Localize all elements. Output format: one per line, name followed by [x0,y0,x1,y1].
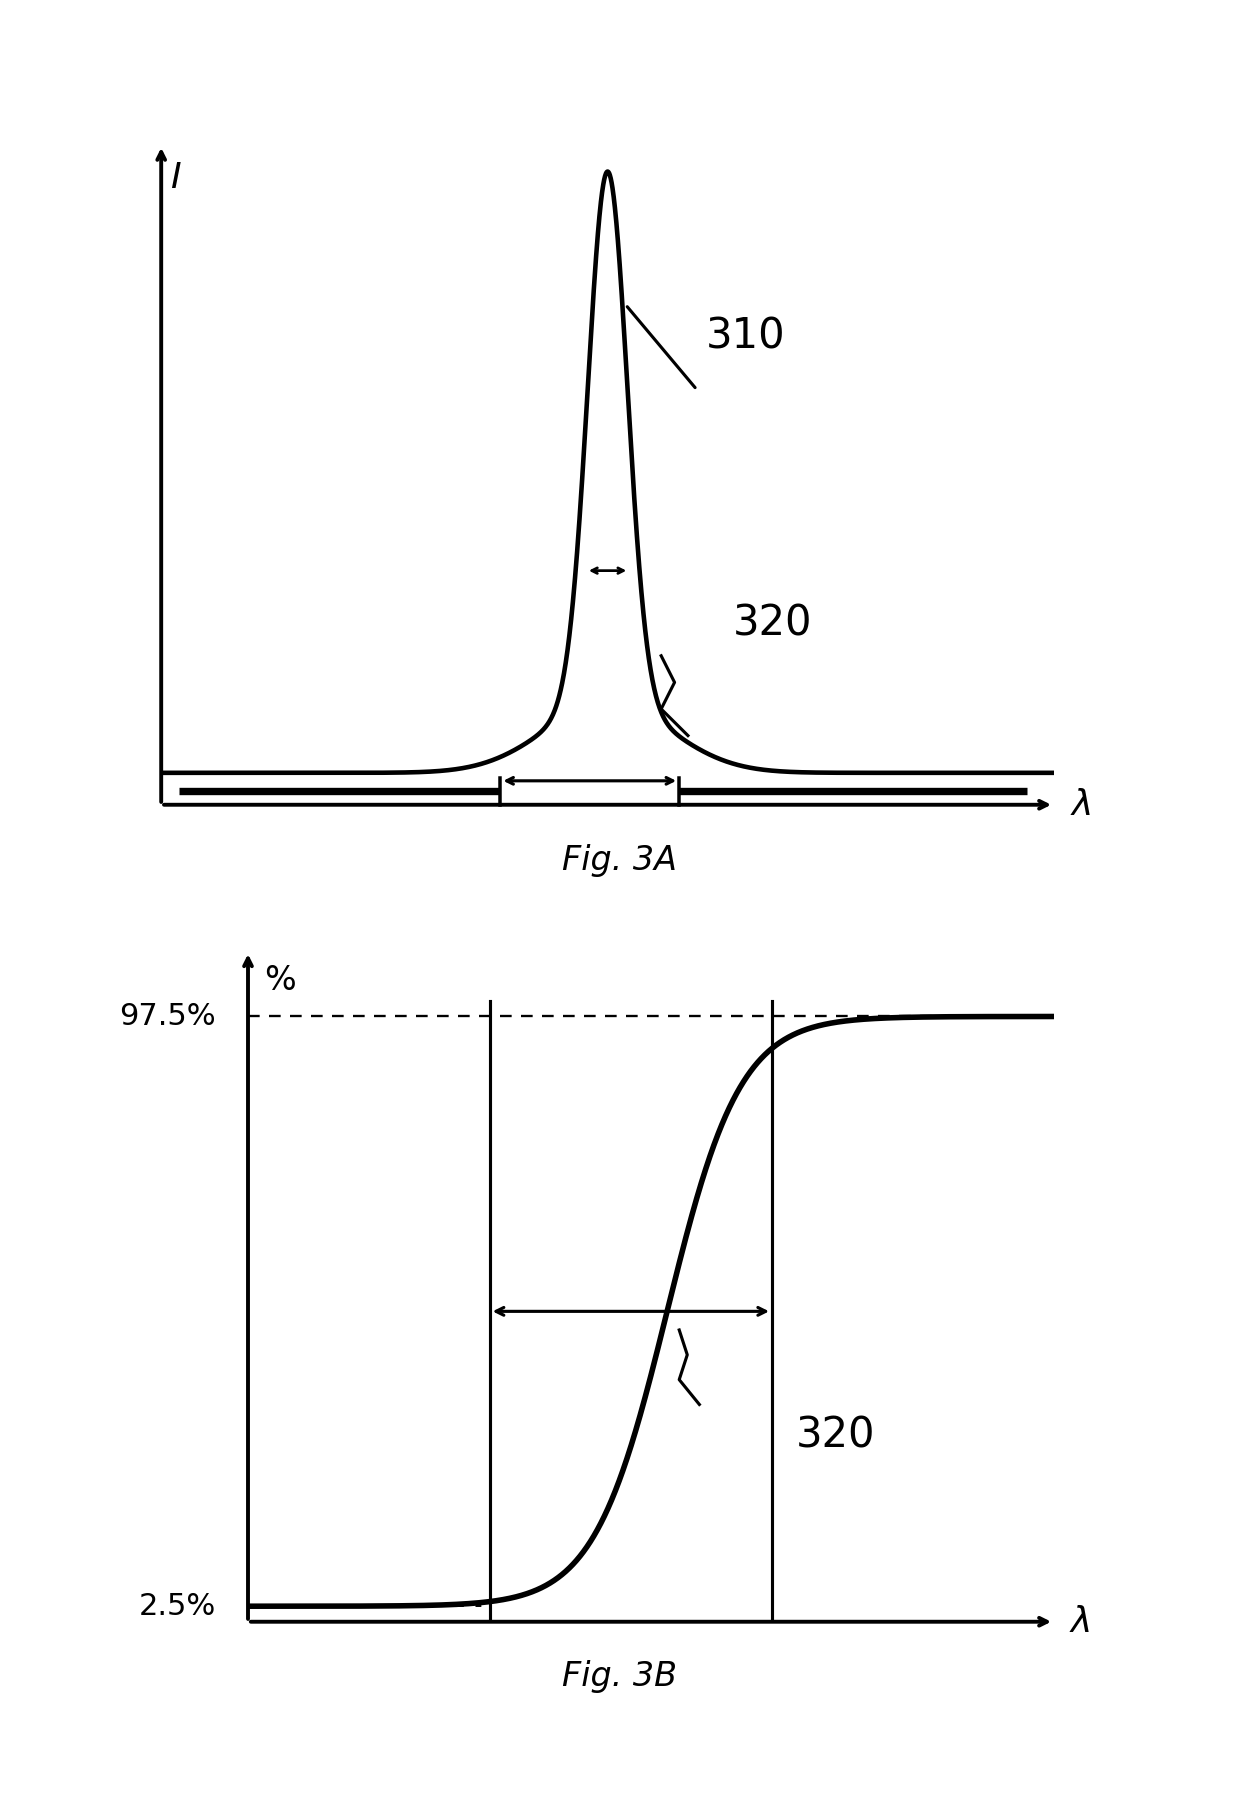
Text: 320: 320 [796,1415,875,1457]
Text: 320: 320 [733,603,812,645]
Text: Fig. 3B: Fig. 3B [563,1660,677,1692]
Text: 97.5%: 97.5% [119,1002,216,1031]
Text: λ: λ [1070,1605,1091,1638]
Text: 310: 310 [706,315,785,357]
Text: I: I [170,161,181,196]
Text: λ: λ [1071,788,1094,823]
Text: 2.5%: 2.5% [139,1591,216,1620]
Text: %: % [264,964,296,997]
Text: Fig. 3A: Fig. 3A [563,844,677,877]
